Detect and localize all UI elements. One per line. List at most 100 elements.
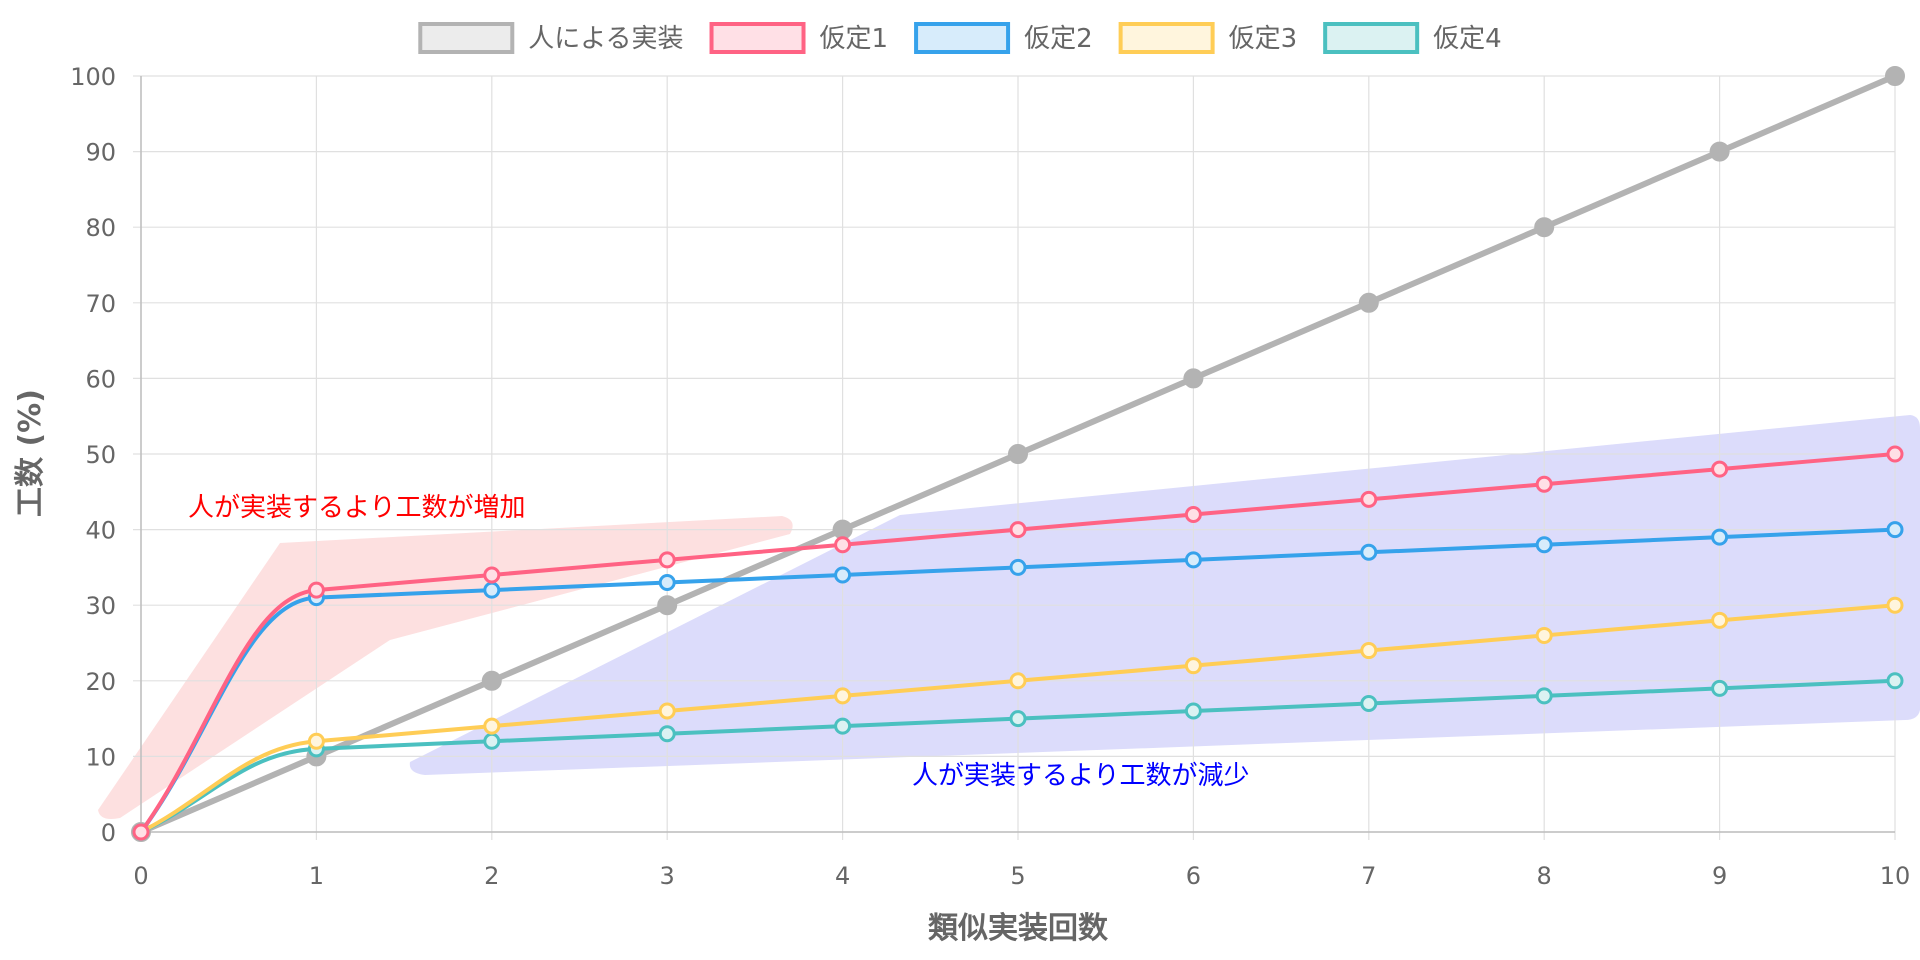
data-point[interactable]	[1711, 679, 1729, 697]
legend-label: 仮定2	[1024, 24, 1093, 54]
axes	[140, 76, 1895, 833]
x-tick-label: 6	[1186, 862, 1201, 890]
data-point[interactable]	[1535, 475, 1553, 493]
data-point[interactable]	[1008, 444, 1028, 464]
x-axis-title: 類似実装回数	[928, 911, 1109, 946]
data-point[interactable]	[483, 717, 501, 735]
y-tick-label: 90	[85, 139, 116, 167]
x-tick-label: 7	[1361, 862, 1376, 890]
series-layer	[131, 66, 1905, 842]
legend-swatch	[1118, 22, 1215, 54]
data-point[interactable]	[1009, 672, 1027, 690]
y-tick-label: 50	[85, 441, 116, 469]
series-5	[132, 672, 1904, 841]
data-point[interactable]	[1184, 505, 1202, 523]
y-tick-label: 80	[85, 214, 116, 242]
legend-item-1[interactable]: 人による実装	[418, 22, 684, 54]
series-line	[139, 527, 1896, 834]
x-tick-label: 2	[484, 862, 499, 890]
data-point[interactable]	[658, 702, 676, 720]
y-tick-label: 70	[85, 290, 116, 318]
data-point[interactable]	[307, 581, 325, 599]
data-point[interactable]	[1886, 596, 1904, 614]
data-point[interactable]	[483, 566, 501, 584]
data-point[interactable]	[1360, 490, 1378, 508]
data-point[interactable]	[1183, 368, 1204, 389]
data-point[interactable]	[658, 574, 676, 592]
legend-swatch	[1323, 22, 1420, 54]
data-point[interactable]	[834, 566, 852, 584]
x-tick-label: 8	[1537, 862, 1552, 890]
data-point[interactable]	[657, 595, 678, 616]
data-point[interactable]	[1709, 141, 1730, 162]
data-point[interactable]	[1885, 66, 1905, 86]
data-point[interactable]	[1535, 626, 1553, 644]
legend-item-2[interactable]: 仮定1	[709, 22, 889, 54]
data-point[interactable]	[658, 551, 676, 569]
data-point[interactable]	[1535, 536, 1553, 554]
data-point[interactable]	[834, 687, 852, 705]
data-point[interactable]	[1711, 528, 1729, 546]
y-axis-ticks: 0 10 20 30 40 50 60 70 80 90 100	[70, 63, 116, 847]
x-tick-label: 4	[835, 862, 850, 890]
series-3	[132, 521, 1904, 841]
data-point[interactable]	[834, 717, 852, 735]
y-tick-label: 60	[85, 365, 116, 393]
legend-label: 人による実装	[528, 24, 683, 54]
x-tick-label: 3	[660, 862, 675, 890]
legend[interactable]: 人による実装 仮定1 仮定2 仮定3 仮定4	[418, 22, 1502, 54]
data-point[interactable]	[1360, 642, 1378, 660]
data-point[interactable]	[658, 725, 676, 743]
increase-annotation: 人が実装するより工数が増加	[188, 493, 525, 523]
y-tick-label: 30	[85, 592, 116, 620]
y-tick-label: 40	[85, 517, 116, 545]
decrease-region	[409, 415, 1920, 775]
data-point[interactable]	[1360, 543, 1378, 561]
data-point[interactable]	[832, 519, 853, 540]
x-tick-label: 5	[1010, 862, 1025, 890]
data-point[interactable]	[307, 732, 325, 750]
data-point[interactable]	[1534, 217, 1555, 238]
data-point[interactable]	[483, 581, 501, 599]
legend-item-4[interactable]: 仮定3	[1118, 22, 1298, 54]
legend-label: 仮定3	[1229, 24, 1298, 54]
data-point[interactable]	[1184, 702, 1202, 720]
data-point[interactable]	[481, 670, 502, 691]
data-point[interactable]	[1184, 657, 1202, 675]
data-point[interactable]	[1360, 694, 1378, 712]
data-point[interactable]	[1886, 445, 1904, 463]
legend-item-5[interactable]: 仮定4	[1323, 22, 1502, 54]
y-tick-label: 20	[85, 668, 116, 696]
series-2	[132, 445, 1904, 841]
legend-item-3[interactable]: 仮定2	[914, 22, 1093, 54]
data-point[interactable]	[1711, 611, 1729, 629]
data-point[interactable]	[1358, 292, 1379, 313]
data-point[interactable]	[483, 732, 501, 750]
data-point[interactable]	[1009, 710, 1027, 728]
data-point[interactable]	[1184, 551, 1202, 569]
x-tick-label: 9	[1712, 862, 1727, 890]
legend-label: 仮定1	[820, 24, 889, 54]
x-tick-label: 10	[1880, 862, 1911, 890]
y-tick-label: 10	[85, 743, 116, 771]
data-point[interactable]	[1886, 672, 1904, 690]
y-axis-title: 工数 (%)	[13, 389, 48, 517]
data-point[interactable]	[1009, 521, 1027, 539]
data-point[interactable]	[1535, 687, 1553, 705]
data-point[interactable]	[1711, 460, 1729, 478]
data-point[interactable]	[834, 536, 852, 554]
data-point[interactable]	[1009, 558, 1027, 576]
annotation-regions	[98, 415, 1920, 819]
y-tick-label: 100	[70, 63, 116, 91]
legend-swatch	[418, 22, 515, 54]
data-point[interactable]	[1886, 521, 1904, 539]
legend-swatch	[709, 22, 806, 54]
y-tick-label: 0	[101, 819, 116, 847]
data-point[interactable]	[132, 823, 150, 841]
series-line	[139, 452, 1896, 834]
x-tick-label: 0	[133, 862, 148, 890]
x-axis-ticks: 0 1 2 3 4 5 6 7 8 9 10	[133, 862, 1910, 890]
x-tick-label: 1	[309, 862, 324, 890]
decrease-annotation: 人が実装するより工数が減少	[912, 761, 1249, 791]
